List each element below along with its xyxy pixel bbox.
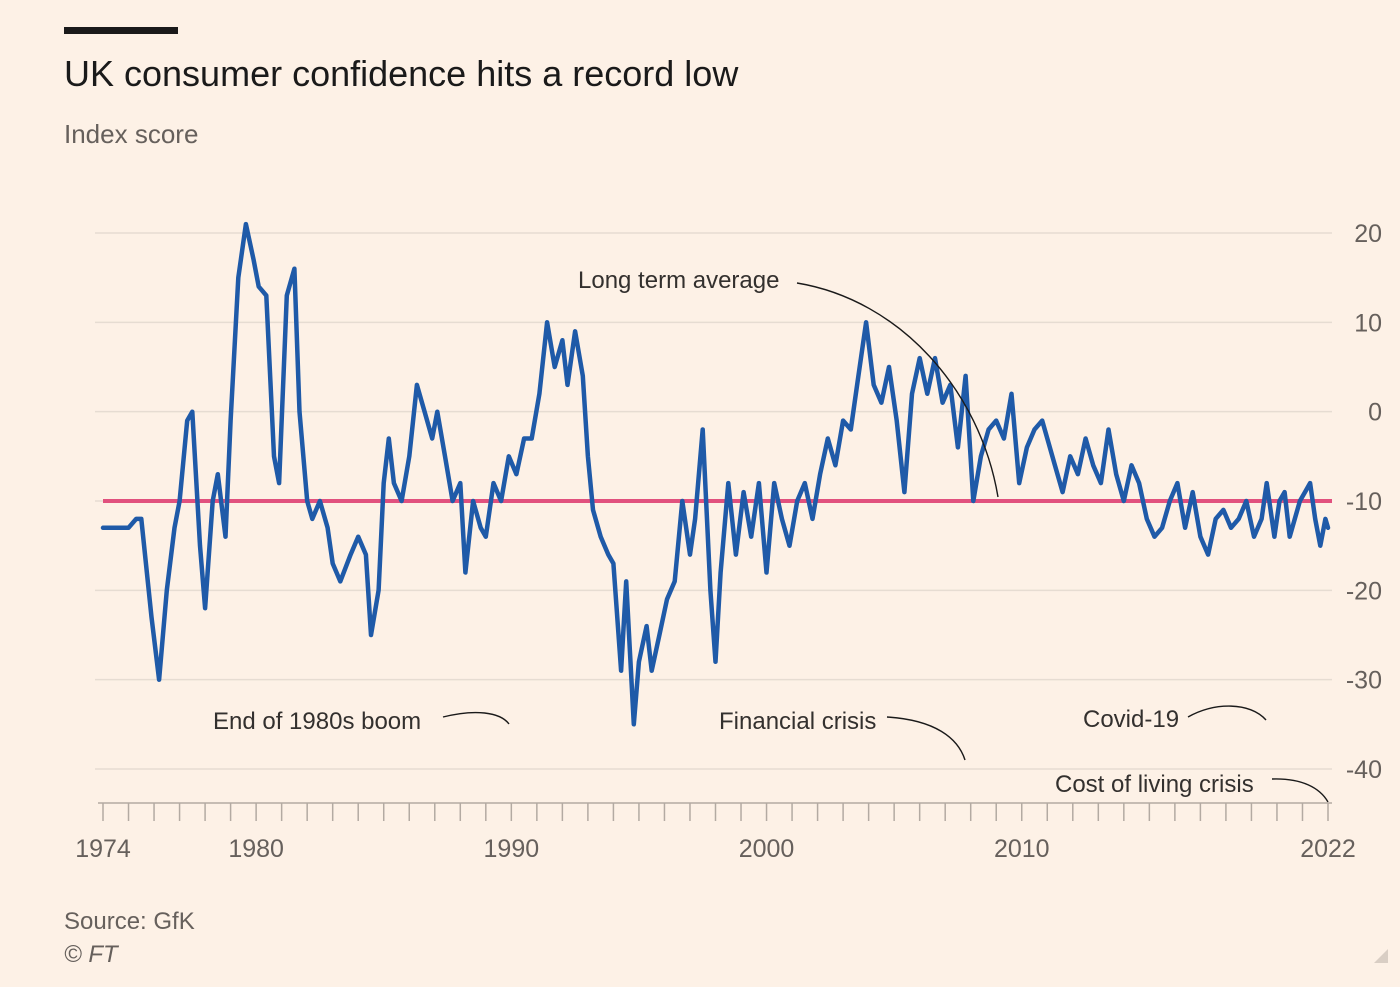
y-tick-label: -40 xyxy=(1346,756,1382,784)
annotation-leader xyxy=(886,716,966,761)
annotation-label: End of 1980s boom xyxy=(213,708,421,735)
annotation-leader xyxy=(1187,705,1267,721)
annotation: Financial crisis xyxy=(719,708,966,761)
annotation-label: Cost of living crisis xyxy=(1055,771,1254,798)
resize-handle xyxy=(1374,949,1388,963)
x-tick-label: 1990 xyxy=(484,835,540,863)
chart-title: UK consumer confidence hits a record low xyxy=(64,53,739,94)
annotation-leader xyxy=(796,282,999,498)
annotation-label: Financial crisis xyxy=(719,708,876,735)
annotation-leader xyxy=(1271,778,1329,803)
x-tick-label: 1974 xyxy=(75,835,131,863)
y-tick-label: -20 xyxy=(1346,577,1382,605)
x-tick-label: 1980 xyxy=(228,835,284,863)
x-axis: 1974 1980 1990 2000 2010 2022 xyxy=(75,802,1356,863)
credit-note: © FT xyxy=(64,941,118,968)
y-tick-label: -30 xyxy=(1346,667,1382,695)
annotations: Long term average End of 1980s boom Financ… xyxy=(213,267,1329,803)
x-tick-label: 2000 xyxy=(739,835,795,863)
chart-subtitle: Index score xyxy=(64,119,199,149)
x-tick-label: 2022 xyxy=(1300,835,1356,863)
y-tick-label: -10 xyxy=(1346,488,1382,516)
y-tick-label: 20 xyxy=(1354,220,1382,248)
annotation: Cost of living crisis xyxy=(1055,771,1329,803)
annotation: End of 1980s boom xyxy=(213,708,510,735)
y-tick-label: 0 xyxy=(1368,399,1382,427)
line-chart: Long term average End of 1980s boom Financ… xyxy=(75,220,1382,863)
annotation-label: Long term average xyxy=(578,267,779,294)
annotation: Long term average xyxy=(578,267,999,498)
y-axis: 20 10 0 -10 -20 -30 -40 xyxy=(1346,220,1382,784)
series-lines xyxy=(100,221,1331,727)
source-note: Source: GfK xyxy=(64,908,195,935)
annotation-label: Covid-19 xyxy=(1083,706,1179,733)
annotation: Covid-19 xyxy=(1083,705,1267,733)
x-tick-label: 2010 xyxy=(994,835,1050,863)
title-rule xyxy=(64,27,178,34)
y-tick-label: 10 xyxy=(1354,309,1382,337)
annotation-leader xyxy=(442,711,510,725)
consumer-confidence-line xyxy=(100,221,1331,727)
